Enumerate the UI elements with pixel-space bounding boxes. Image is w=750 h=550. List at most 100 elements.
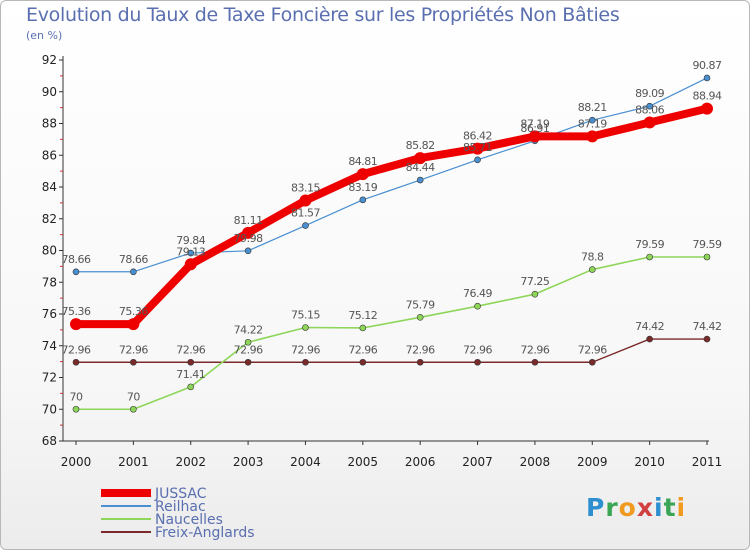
data-point <box>187 249 195 257</box>
proxiti-logo: Proxiti <box>586 493 686 522</box>
legend-label: Naucelles <box>155 512 223 528</box>
x-tick-label: 2001 <box>118 455 149 469</box>
data-label: 72.96 <box>348 343 377 356</box>
data-label: 72.96 <box>520 343 549 356</box>
y-tick-label: 72 <box>42 371 57 385</box>
data-point <box>643 116 656 129</box>
x-tick-label: 2005 <box>348 455 379 469</box>
y-tick-label: 80 <box>42 244 57 258</box>
logo-letter: P <box>586 493 606 522</box>
x-tick-label: 2011 <box>692 455 723 469</box>
data-point <box>646 253 653 261</box>
data-point <box>701 102 713 115</box>
data-label: 83.15 <box>291 181 320 194</box>
data-label: 81.11 <box>234 214 263 227</box>
data-point <box>703 74 711 82</box>
data-point <box>586 130 599 143</box>
data-label: 77.25 <box>520 275 549 288</box>
x-tick-label: 2009 <box>577 455 608 469</box>
legend-label: Freix-Anglards <box>155 525 255 541</box>
y-tick-label: 92 <box>42 53 57 67</box>
data-point <box>244 338 252 346</box>
logo-letter: t <box>663 493 677 522</box>
logo-letter: r <box>605 493 619 522</box>
data-point <box>302 324 309 331</box>
data-point <box>72 358 80 366</box>
data-point <box>416 314 424 321</box>
y-tick-label: 84 <box>42 180 57 194</box>
data-label: 79.59 <box>693 238 722 251</box>
y-tick-label: 76 <box>42 307 57 321</box>
data-point <box>528 130 541 143</box>
data-point <box>130 268 137 276</box>
data-label: 75.79 <box>406 298 435 311</box>
series-line-freix-anglards <box>76 338 707 363</box>
data-label: 88.06 <box>635 104 664 117</box>
data-label: 90.87 <box>693 59 722 72</box>
data-point <box>130 358 137 366</box>
legend-label: Reilhac <box>155 499 206 515</box>
data-label: 87.19 <box>578 117 607 130</box>
data-label: 78.66 <box>119 253 148 266</box>
series-line-naucelles <box>76 256 707 411</box>
data-label: 72.96 <box>119 343 148 356</box>
data-label: 72.96 <box>463 343 492 356</box>
data-point <box>187 383 195 391</box>
data-point <box>588 266 596 273</box>
data-point <box>474 302 481 310</box>
data-point <box>359 196 367 204</box>
data-point <box>130 405 137 413</box>
y-tick-label: 90 <box>42 85 57 99</box>
data-label: 72.96 <box>291 343 320 356</box>
data-point <box>531 290 539 298</box>
data-point <box>703 253 711 261</box>
data-label: 84.44 <box>406 161 435 174</box>
data-label: 74.42 <box>693 320 722 333</box>
data-point <box>244 247 252 255</box>
data-point <box>416 358 424 366</box>
data-label: 72.96 <box>234 343 263 356</box>
data-point <box>703 335 711 343</box>
data-label: 79.84 <box>176 234 205 247</box>
data-point <box>474 156 481 164</box>
logo-letter: o <box>618 493 637 522</box>
data-point <box>70 318 82 331</box>
x-tick-label: 2003 <box>233 455 264 469</box>
chart-unit-label: (en %) <box>26 29 63 42</box>
chart-title: Evolution du Taux de Taxe Foncière sur l… <box>26 4 620 26</box>
data-point <box>359 324 367 332</box>
series-line-reilhac <box>76 77 708 273</box>
data-label: 79.98 <box>234 232 263 245</box>
data-label: 75.15 <box>291 308 320 321</box>
data-point <box>471 142 484 155</box>
data-label: 72.96 <box>578 343 607 356</box>
data-label: 88.21 <box>578 101 607 114</box>
data-point <box>531 358 539 366</box>
data-point <box>244 358 252 366</box>
data-label: 71.41 <box>176 368 205 381</box>
data-label: 72.96 <box>176 343 205 356</box>
data-point <box>646 102 653 110</box>
data-point <box>588 358 596 366</box>
data-point <box>588 116 596 124</box>
y-tick-label: 88 <box>42 117 57 131</box>
logo-letter: x <box>636 493 654 522</box>
data-label: 75.36 <box>62 305 91 318</box>
logo-letter: i <box>654 493 664 522</box>
y-tick-label: 82 <box>42 212 57 226</box>
data-point <box>184 258 197 271</box>
legend-label: JUSSAC <box>154 486 207 502</box>
data-point <box>474 358 481 366</box>
data-point <box>302 222 309 229</box>
data-label: 75.36 <box>119 305 148 318</box>
data-point <box>187 358 195 366</box>
data-label: 74.22 <box>234 323 263 336</box>
data-label: 78.8 <box>581 251 604 264</box>
data-label: 83.19 <box>348 181 377 194</box>
data-label: 87.19 <box>520 117 549 130</box>
data-label: 85.82 <box>406 139 435 152</box>
data-label: 79.13 <box>176 245 205 258</box>
y-tick-label: 78 <box>42 275 57 289</box>
